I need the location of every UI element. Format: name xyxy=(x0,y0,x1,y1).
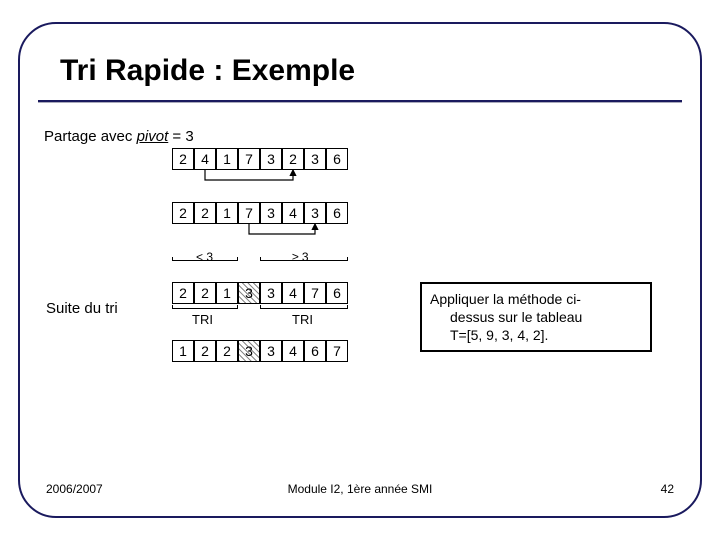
cell: 4 xyxy=(282,340,304,362)
cell: 2 xyxy=(282,148,304,170)
cell: 2 xyxy=(194,282,216,304)
cell: 6 xyxy=(304,340,326,362)
cell: 1 xyxy=(216,282,238,304)
cell: 4 xyxy=(194,148,216,170)
partage-suffix: = 3 xyxy=(168,128,193,145)
partage-prefix: Partage avec xyxy=(44,128,137,145)
cell: 3 xyxy=(304,148,326,170)
cell: 7 xyxy=(238,202,260,224)
footer-page: 42 xyxy=(661,482,674,496)
note-line: Appliquer la méthode ci- xyxy=(430,290,642,308)
array-row-2: 2 2 1 7 3 4 3 6 xyxy=(172,202,348,224)
partage-text: Partage avec pivot = 3 xyxy=(44,128,194,145)
tri-label-right: TRI xyxy=(292,312,313,327)
tri-label-left: TRI xyxy=(192,312,213,327)
note-box: Appliquer la méthode ci- dessus sur le t… xyxy=(420,282,652,352)
pivot-word: pivot xyxy=(137,128,169,145)
cell: 1 xyxy=(216,202,238,224)
cell: 4 xyxy=(282,282,304,304)
cell: 2 xyxy=(194,202,216,224)
slide-frame xyxy=(18,22,702,518)
array-row-1: 2 4 1 7 3 2 3 6 xyxy=(172,148,348,170)
lt-label: < 3 xyxy=(196,248,213,265)
cell: 3 xyxy=(260,148,282,170)
cell: 3 xyxy=(260,202,282,224)
slide-title: Tri Rapide : Exemple xyxy=(60,54,355,88)
cell: 1 xyxy=(216,148,238,170)
cell-pivot: 3 xyxy=(238,282,260,304)
ge-label: ≥ 3 xyxy=(292,248,309,265)
title-underline xyxy=(38,100,682,103)
cell: 7 xyxy=(304,282,326,304)
note-line: dessus sur le tableau xyxy=(430,308,642,326)
cell: 3 xyxy=(304,202,326,224)
cell: 6 xyxy=(326,282,348,304)
cell: 7 xyxy=(238,148,260,170)
cell: 2 xyxy=(172,282,194,304)
array-row-3: 2 2 1 3 3 4 7 6 xyxy=(172,282,348,304)
cell-pivot: 3 xyxy=(238,340,260,362)
cell: 2 xyxy=(172,148,194,170)
note-line: T=[5, 9, 3, 4, 2]. xyxy=(430,326,642,344)
footer-module: Module I2, 1ère année SMI xyxy=(0,482,720,496)
cell: 2 xyxy=(216,340,238,362)
cell: 3 xyxy=(260,340,282,362)
cell: 4 xyxy=(282,202,304,224)
array-row-4: 1 2 2 3 3 4 6 7 xyxy=(172,340,348,362)
cell: 2 xyxy=(194,340,216,362)
cell: 6 xyxy=(326,148,348,170)
cell: 1 xyxy=(172,340,194,362)
cell: 3 xyxy=(260,282,282,304)
cell: 2 xyxy=(172,202,194,224)
suite-label: Suite du tri xyxy=(46,300,118,317)
cell: 7 xyxy=(326,340,348,362)
cell: 6 xyxy=(326,202,348,224)
